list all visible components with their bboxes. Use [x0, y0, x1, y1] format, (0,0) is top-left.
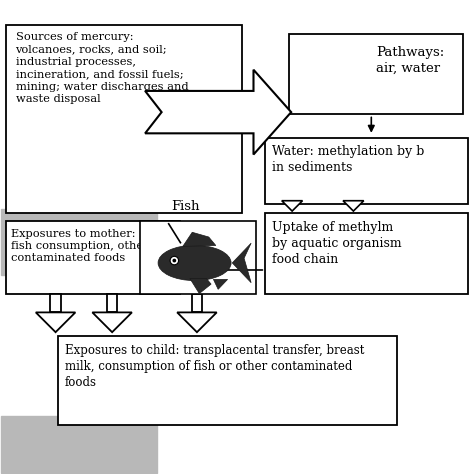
Text: Exposures to child: transplacental transfer, breast
milk, consumption of fish or: Exposures to child: transplacental trans…: [65, 345, 365, 390]
Polygon shape: [190, 278, 211, 293]
Bar: [288, 201, 296, 204]
Bar: [107, 293, 117, 312]
Bar: [6, 25, 242, 213]
Bar: [58, 336, 397, 426]
Bar: [1, 209, 157, 275]
Bar: [1, 416, 157, 473]
Polygon shape: [282, 201, 302, 211]
Text: Exposures to mother:
fish consumption, other
contaminated foods: Exposures to mother: fish consumption, o…: [11, 228, 148, 264]
Circle shape: [170, 256, 179, 265]
Text: Water: methylation by b
in sediments: Water: methylation by b in sediments: [273, 145, 425, 174]
Bar: [289, 35, 463, 115]
Bar: [265, 213, 468, 293]
Polygon shape: [145, 70, 291, 155]
Ellipse shape: [158, 245, 231, 281]
Polygon shape: [177, 312, 217, 332]
Text: Fish: Fish: [171, 201, 200, 213]
Bar: [192, 293, 202, 312]
Text: Sources of mercury:
volcanoes, rocks, and soil;
industrial processes,
incinerati: Sources of mercury: volcanoes, rocks, an…: [16, 32, 188, 104]
Bar: [50, 293, 61, 312]
Text: Uptake of methylm
by aquatic organism
food chain: Uptake of methylm by aquatic organism fo…: [273, 220, 402, 265]
Polygon shape: [92, 312, 132, 332]
Polygon shape: [36, 312, 75, 332]
Polygon shape: [232, 243, 251, 283]
Bar: [265, 138, 468, 204]
Bar: [350, 201, 357, 204]
Bar: [140, 220, 256, 293]
Polygon shape: [343, 201, 364, 211]
Text: Pathways:
air, water: Pathways: air, water: [376, 46, 444, 75]
Polygon shape: [213, 279, 228, 289]
Circle shape: [173, 259, 176, 263]
Bar: [6, 220, 181, 293]
Polygon shape: [183, 232, 216, 246]
